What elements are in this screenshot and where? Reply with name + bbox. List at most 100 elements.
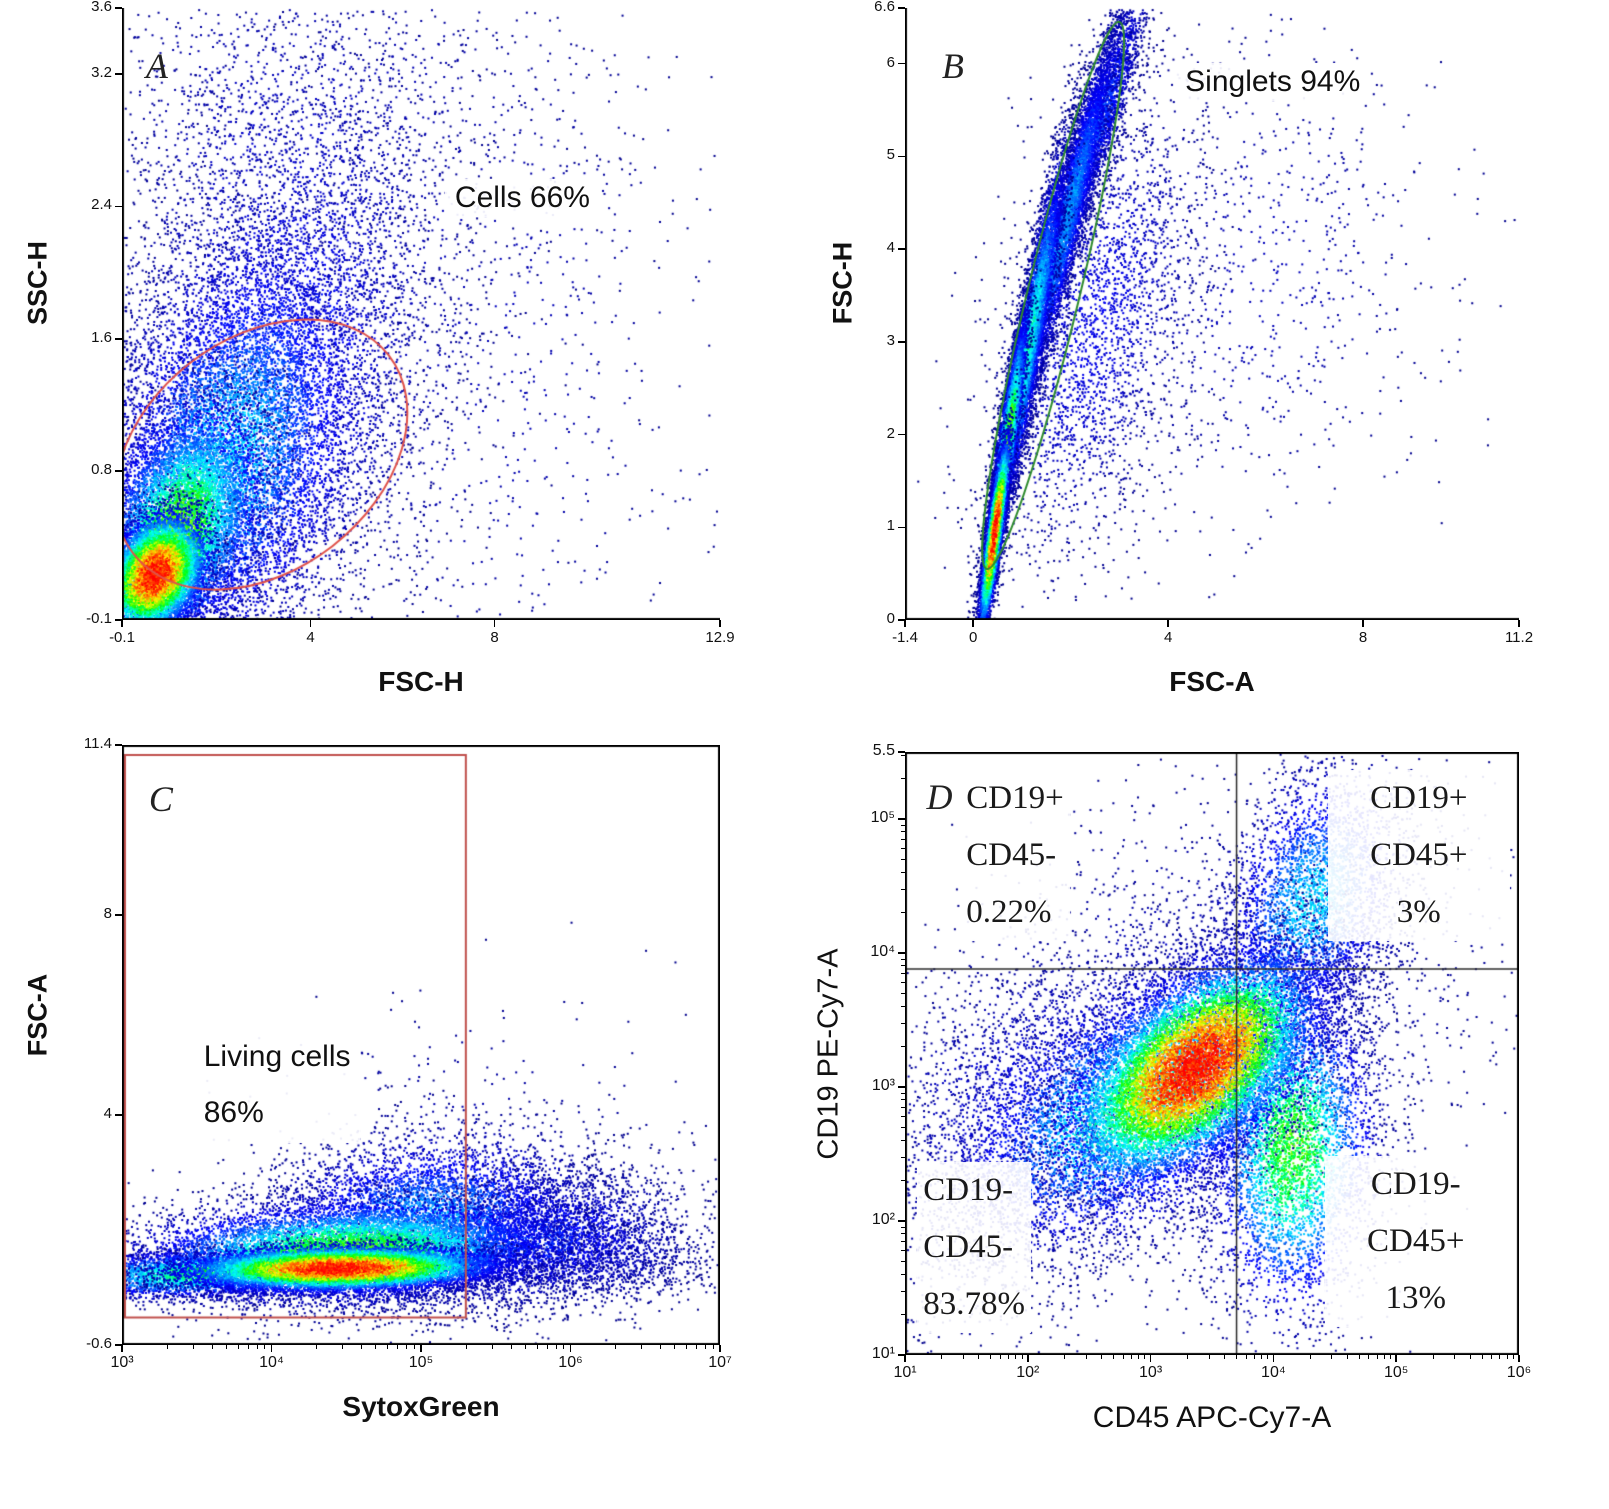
x-tick-label: 10⁶ bbox=[558, 1354, 583, 1371]
y-minor-tick-mark bbox=[901, 1273, 905, 1275]
x-minor-tick-mark bbox=[978, 1355, 980, 1359]
x-tick-label: 10³ bbox=[1139, 1364, 1163, 1381]
y-tick-mark bbox=[115, 338, 122, 340]
gate-label-living-cells-line1: Living cells bbox=[203, 1040, 351, 1073]
x-minor-tick-mark bbox=[524, 1345, 526, 1349]
x-minor-tick-mark bbox=[264, 1345, 266, 1349]
x-minor-tick-mark bbox=[1113, 1355, 1115, 1359]
x-minor-tick-mark bbox=[1085, 1355, 1087, 1359]
x-minor-tick-mark bbox=[1138, 1355, 1140, 1359]
y-tick-mark bbox=[898, 1086, 905, 1088]
x-minor-tick-mark bbox=[686, 1345, 688, 1349]
panel-b-scatter-canvas bbox=[905, 8, 1519, 620]
x-minor-tick-mark bbox=[1008, 1355, 1010, 1359]
x-minor-tick-mark bbox=[342, 1345, 344, 1349]
x-axis-label-fsc-a: FSC-A bbox=[1169, 666, 1255, 697]
y-tick-label: 1 bbox=[886, 517, 895, 535]
quadrant-tl-percent: 0.22% bbox=[966, 894, 1052, 931]
x-minor-tick-mark bbox=[1021, 1355, 1023, 1359]
x-minor-tick-mark bbox=[555, 1345, 557, 1349]
x-tick-mark bbox=[493, 620, 496, 627]
x-minor-tick-mark bbox=[1469, 1355, 1471, 1359]
x-minor-tick-mark bbox=[1512, 1355, 1514, 1359]
panel-letter-b: B bbox=[941, 45, 964, 86]
quadrant-label-cd19pos-cd45pos: CD19+ CD45+ 3% bbox=[1327, 770, 1510, 942]
y-tick-mark bbox=[115, 205, 122, 208]
x-tick-label: 4 bbox=[1163, 629, 1173, 646]
x-tick-label: 8 bbox=[490, 629, 499, 646]
x-minor-tick-mark bbox=[1260, 1355, 1262, 1359]
x-minor-tick-mark bbox=[247, 1345, 249, 1349]
x-tick-label: 10⁶ bbox=[1506, 1364, 1532, 1381]
x-minor-tick-mark bbox=[1383, 1355, 1385, 1359]
x-tick-label: 10⁷ bbox=[708, 1354, 732, 1371]
y-minor-tick-mark bbox=[901, 824, 905, 826]
x-minor-tick-mark bbox=[491, 1345, 493, 1349]
x-minor-tick-mark bbox=[941, 1355, 943, 1359]
y-minor-tick-mark bbox=[901, 965, 905, 967]
quadrant-label-cd19pos-cd45neg: CD19+ CD45- 0.22% bbox=[960, 770, 1070, 942]
x-tick-label: -1.4 bbox=[892, 629, 918, 646]
x-tick-label: 0 bbox=[969, 629, 978, 646]
y-tick-mark bbox=[115, 744, 122, 746]
x-minor-tick-mark bbox=[1000, 1355, 1002, 1359]
quadrant-tr-line2: CD45+ bbox=[1370, 837, 1468, 874]
y-minor-tick-mark bbox=[901, 1092, 905, 1094]
y-tick-label: 10³ bbox=[871, 1077, 895, 1094]
x-tick-label: 12.9 bbox=[705, 629, 735, 646]
x-tick-mark bbox=[420, 1345, 422, 1352]
x-minor-tick-mark bbox=[1481, 1355, 1483, 1359]
x-tick-label: 10² bbox=[1016, 1364, 1040, 1381]
x-minor-tick-mark bbox=[1346, 1355, 1348, 1359]
y-minor-tick-mark bbox=[901, 1022, 905, 1024]
quadrant-bl-percent: 83.78% bbox=[923, 1286, 1026, 1323]
x-minor-tick-mark bbox=[1064, 1355, 1066, 1359]
x-minor-tick-mark bbox=[1101, 1355, 1103, 1359]
x-minor-tick-mark bbox=[615, 1345, 616, 1349]
quadrant-br-line2: CD45+ bbox=[1367, 1223, 1465, 1259]
x-minor-tick-mark bbox=[225, 1345, 227, 1349]
x-minor-tick-mark bbox=[192, 1345, 194, 1349]
x-minor-tick-mark bbox=[237, 1345, 239, 1349]
x-tick-label: 10⁵ bbox=[1383, 1364, 1409, 1381]
gate-label-living-cells-line2: 86% bbox=[203, 1096, 264, 1129]
x-tick-label: 10⁴ bbox=[259, 1354, 284, 1371]
x-minor-tick-mark bbox=[660, 1345, 661, 1349]
x-tick-mark bbox=[972, 620, 974, 627]
x-minor-tick-mark bbox=[1376, 1355, 1378, 1359]
y-tick-mark bbox=[898, 62, 905, 65]
x-minor-tick-mark bbox=[316, 1345, 317, 1349]
y-tick-label: 5 bbox=[886, 146, 895, 164]
y-tick-label: 3 bbox=[886, 331, 895, 349]
y-minor-tick-mark bbox=[901, 992, 905, 994]
quadrant-tr-line1: CD19+ bbox=[1370, 780, 1468, 817]
x-minor-tick-mark bbox=[1224, 1355, 1226, 1359]
x-tick-mark bbox=[1272, 1355, 1275, 1362]
x-minor-tick-mark bbox=[563, 1345, 565, 1349]
y-tick-mark bbox=[898, 1220, 905, 1222]
y-tick-mark bbox=[898, 818, 905, 820]
y-tick-mark bbox=[115, 470, 122, 472]
y-tick-label: 10⁵ bbox=[870, 809, 895, 826]
panel-a: A Cells 66% SSC-H FSC-H -0.1 4 8 12.9 3.6 3.2… bbox=[23, 0, 735, 697]
y-tick-mark bbox=[898, 751, 905, 753]
x-minor-tick-mark bbox=[1358, 1355, 1360, 1359]
y-minor-tick-mark bbox=[901, 1126, 905, 1128]
y-tick-mark bbox=[898, 341, 905, 343]
y-minor-tick-mark bbox=[901, 1116, 905, 1118]
y-minor-tick-mark bbox=[901, 778, 905, 780]
x-minor-tick-mark bbox=[1309, 1355, 1311, 1359]
y-minor-tick-mark bbox=[901, 1260, 905, 1262]
quadrant-tl-line1: CD19+ bbox=[966, 780, 1064, 817]
quadrant-br-line1: CD19- bbox=[1370, 1166, 1461, 1202]
x-minor-tick-mark bbox=[211, 1345, 213, 1349]
y-tick-mark bbox=[115, 914, 122, 916]
x-minor-tick-mark bbox=[1208, 1355, 1210, 1359]
quadrant-bl-line2: CD45- bbox=[923, 1229, 1014, 1266]
x-minor-tick-mark bbox=[397, 1345, 399, 1349]
y-tick-label: 10² bbox=[871, 1211, 895, 1228]
y-tick-label: -0.1 bbox=[86, 610, 112, 627]
y-tick-label: 2 bbox=[886, 424, 895, 442]
x-minor-tick-mark bbox=[361, 1345, 362, 1349]
